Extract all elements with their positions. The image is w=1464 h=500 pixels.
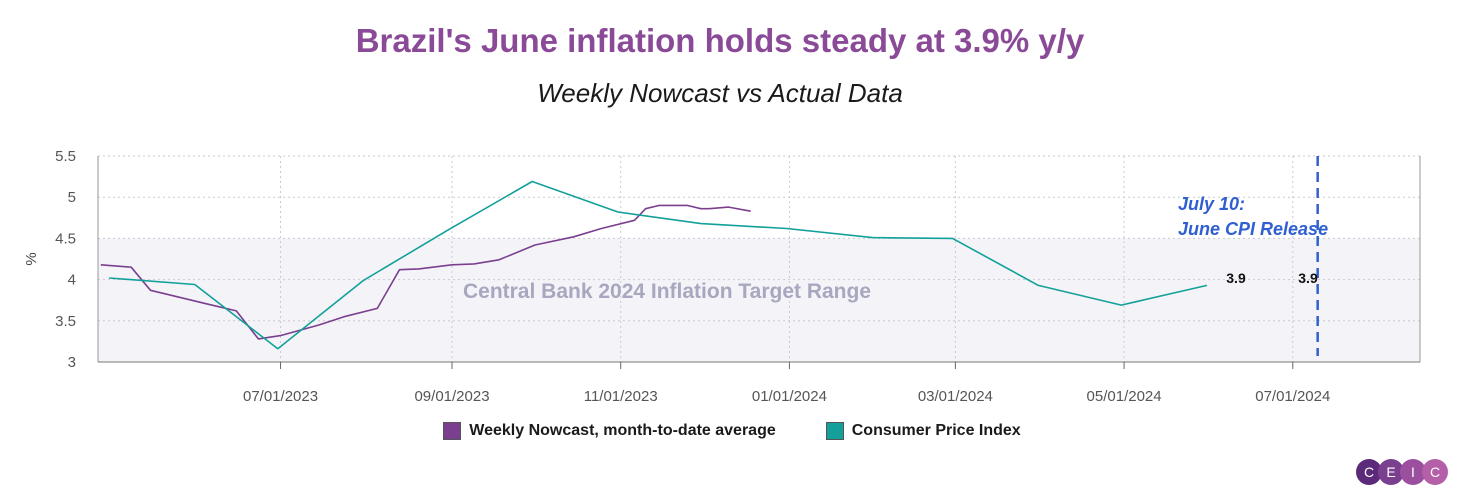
target-range-band — [98, 238, 1420, 362]
x-tick-label: 01/01/2024 — [752, 388, 827, 405]
release-label-text: June CPI Release — [1178, 219, 1328, 239]
x-tick-label: 07/01/2023 — [243, 388, 318, 405]
line-chart: 3 3.5 4 4.5 5 5.5 07/01/2023 09/01/2023 11/01/20… — [23, 148, 1421, 405]
data-label-nowcast-end: 3.9 — [1298, 270, 1318, 286]
x-tick-label: 11/01/2023 — [584, 388, 658, 405]
legend-swatch-nowcast — [443, 422, 462, 440]
y-tick-label: 4.5 — [55, 230, 76, 247]
y-axis-label: % — [23, 252, 40, 265]
legend-label-cpi: Consumer Price Index — [851, 422, 1021, 439]
target-range-label: Central Bank 2024 Inflation Target Range — [463, 280, 871, 303]
data-label-cpi-end: 3.9 — [1226, 270, 1246, 286]
release-label-date: July 10: — [1178, 194, 1245, 214]
series-line-nowcast — [100, 204, 751, 340]
x-tick-label: 09/01/2023 — [414, 388, 489, 405]
logo-letter: C — [1356, 459, 1382, 485]
logo-letter: E — [1378, 459, 1404, 485]
x-tick-label: 05/01/2024 — [1087, 388, 1162, 405]
legend-label-nowcast: Weekly Nowcast, month-to-date average — [469, 422, 776, 439]
legend-item-nowcast[interactable]: Weekly Nowcast, month-to-date average — [443, 422, 776, 440]
series-line-cpi — [109, 180, 1208, 350]
logo-letter: I — [1400, 459, 1426, 485]
y-tick-label: 5.5 — [55, 148, 76, 165]
chart-legend: Weekly Nowcast, month-to-date average Co… — [0, 422, 1464, 440]
y-tick-label: 3.5 — [55, 313, 76, 330]
logo-letter: C — [1422, 459, 1448, 485]
ceic-logo: C E I C — [1356, 459, 1448, 485]
legend-item-cpi[interactable]: Consumer Price Index — [825, 422, 1021, 440]
y-tick-label: 5 — [68, 189, 76, 206]
chart-title: Brazil's June inflation holds steady at … — [355, 22, 1085, 59]
y-tick-label: 3 — [68, 354, 76, 371]
x-tick-label: 03/01/2024 — [918, 388, 993, 405]
y-tick-label: 4 — [68, 272, 76, 289]
chart-subtitle: Weekly Nowcast vs Actual Data — [537, 78, 903, 108]
legend-swatch-cpi — [825, 422, 844, 440]
x-tick-label: 07/01/2024 — [1255, 388, 1330, 405]
